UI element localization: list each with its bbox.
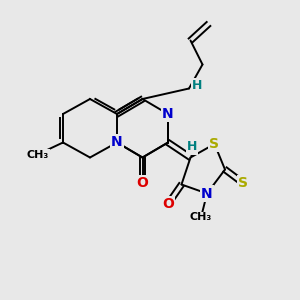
Text: O: O xyxy=(136,176,148,190)
Text: O: O xyxy=(162,197,174,211)
Text: H: H xyxy=(192,79,203,92)
Text: N: N xyxy=(201,187,213,200)
Text: N: N xyxy=(111,136,123,149)
Text: N: N xyxy=(162,107,174,121)
Text: H: H xyxy=(187,140,197,154)
Text: S: S xyxy=(209,137,220,151)
Text: S: S xyxy=(238,176,248,190)
Text: CH₃: CH₃ xyxy=(26,149,49,160)
Text: CH₃: CH₃ xyxy=(190,212,212,223)
